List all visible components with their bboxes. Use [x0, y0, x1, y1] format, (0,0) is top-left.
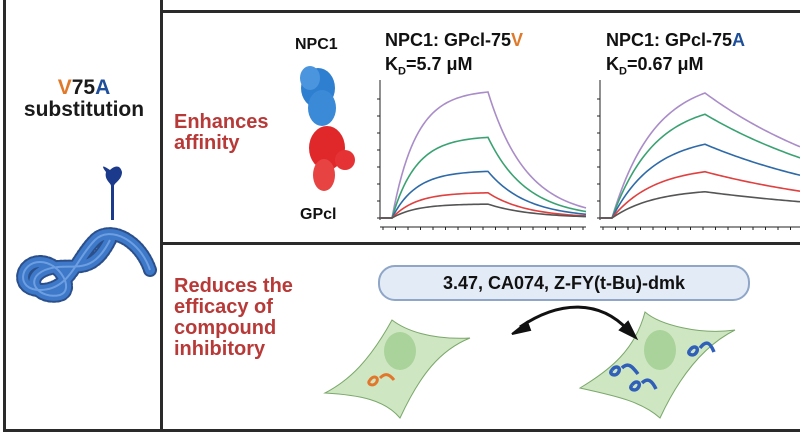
substitution-title: V75A substitution	[8, 77, 160, 121]
mutation-part: 75	[71, 76, 96, 99]
npc1-label: NPC1	[295, 36, 338, 53]
effect-line: inhibitory	[174, 338, 266, 360]
kd-value: =0.67 μM	[626, 54, 704, 74]
title-prefix: NPC1: GPcl-75	[385, 30, 512, 50]
sensorgram-curve	[380, 136, 587, 219]
cell-wildtype	[323, 319, 471, 419]
gpcl-protein-structure	[309, 126, 355, 191]
sensorgram-curve	[380, 203, 587, 219]
sensorgram-curve	[380, 170, 587, 219]
substitution-label: substitution	[23, 98, 145, 121]
sensorgram-curve	[600, 190, 800, 219]
effect-line: compound	[174, 317, 277, 339]
title-prefix: NPC1: GPcl-75	[606, 30, 733, 50]
sensorgram-chart-75v	[377, 80, 587, 230]
ebola-virus-icon	[16, 227, 157, 303]
frame-divider-vertical	[160, 0, 163, 432]
reduces-efficacy-text: Reduces the efficacy of compound inhibit…	[174, 276, 293, 360]
frame-left-border	[3, 0, 6, 432]
chart-75v-title: NPC1: GPcl-75V KD=5.7 μM	[385, 28, 523, 84]
sensorgram-curve	[380, 91, 587, 219]
effect-line: efficacy of	[174, 296, 273, 318]
sensorgram-curve	[600, 143, 800, 219]
chart-75a-title: NPC1: GPcl-75A KD=0.67 μM	[606, 28, 745, 84]
cell-mutant	[578, 311, 736, 419]
receptor-icon	[103, 166, 122, 220]
sensorgram-curve	[380, 191, 587, 219]
kd-sub: D	[398, 65, 406, 78]
mutation-part: V	[57, 76, 72, 99]
sensorgram-curve	[600, 170, 800, 219]
kd-value: =5.7 μM	[405, 54, 473, 74]
sensorgram-curve	[600, 92, 800, 219]
frame-bottom-border	[3, 429, 800, 432]
effect-line: affinity	[174, 132, 240, 154]
title-suffix: V	[511, 30, 524, 50]
double-headed-arrow-icon	[511, 305, 639, 341]
compound-list-box: 3.47, CA074, Z-FY(t-Bu)-dmk	[378, 265, 750, 301]
enhances-affinity-text: Enhances affinity	[174, 112, 268, 154]
mutation-part: A	[95, 76, 111, 99]
gpcl-label: GPcl	[300, 206, 337, 223]
kd-sub: D	[619, 65, 627, 78]
frame-top-border	[162, 10, 800, 13]
mutation-label: V75A	[58, 76, 111, 99]
kd-label: K	[606, 54, 619, 74]
effect-line: Enhances	[174, 111, 269, 133]
effect-line: Reduces the	[174, 275, 293, 297]
kd-label: K	[385, 54, 398, 74]
title-suffix: A	[732, 30, 746, 50]
sensorgram-chart-75a	[597, 80, 800, 230]
frame-divider-horizontal	[162, 242, 800, 245]
sensorgram-curve	[600, 113, 800, 219]
npc1-protein-structure	[300, 66, 336, 126]
